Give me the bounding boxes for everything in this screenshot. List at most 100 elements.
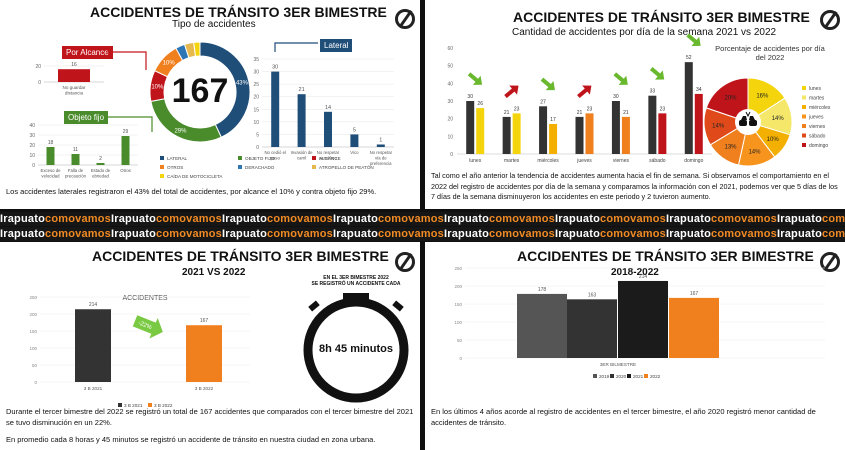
category-label: No respetar [317,150,340,155]
pie-chart-por-dia: 16% 14% 10% 14% 13% 14% 20% [703,77,793,167]
tick-label: 0 [256,145,259,151]
tick-label: 60 [447,46,453,52]
band-text-irapuato: Irapuato [111,228,156,240]
band-text-comovamos: comovamos [822,228,845,240]
legend-swatch [802,133,806,138]
tick-label: 0 [32,163,35,169]
bar [186,325,222,382]
arrow-shape [467,72,483,85]
bar-2022 [512,113,521,154]
category-label: Vico [350,150,359,155]
legend-label: miércoles [809,105,831,111]
panel-note: En los últimos 4 años acorde al registro… [431,407,816,427]
category-label: lunes [469,158,481,164]
bar-2021 [648,95,657,154]
chart-title: ACCIDENTES [122,295,167,302]
data-label: 27 [540,99,546,105]
band-text-comovamos: comovamos [45,228,111,240]
legend-swatch [802,95,806,100]
band-text-comovamos: comovamos [156,228,222,240]
legend-label: DERACHADO [245,165,275,170]
bar-2021 [575,116,584,154]
total-accidentes: 167 [171,72,229,110]
arrow-down-icon [540,77,555,91]
legend-label: ATROPELLO DE PEATÓN [319,164,374,170]
tick-label: 200 [29,312,37,317]
panel-subtitle: Tipo de accidentes [172,19,256,30]
category-label: Falla de [68,168,84,173]
timer-caption-2: SE REGISTRÓ UN ACCIDENTE CADA [311,281,401,287]
panel-subtitle: 2018-2022 [611,267,659,278]
brand-band: IrapuatocomovamosIrapuatocomovamosIrapua… [0,227,845,241]
panel-note: Tal como el año anterior la tendencia de… [431,171,838,201]
data-label: 178 [538,287,547,293]
band-text-comovamos: comovamos [822,213,845,225]
category-label: domingo [684,158,703,164]
bar-2022 [476,108,485,154]
data-label: 2 [99,156,102,162]
data-label: 34 [696,87,702,93]
bar [271,71,280,147]
tick-label: 50 [447,64,453,70]
panel-note-1: Durante el tercer bimestre del 2022 se r… [6,407,414,427]
data-label: 29 [123,129,129,135]
category-label: sábado [649,158,666,164]
legend-label: OBJETO FIJO [245,156,275,161]
legend-label: 2019 [599,374,610,379]
tag-objeto-fijo: Objeto fijo [64,111,109,124]
bar-2022 [621,116,630,154]
legend-swatch [118,403,122,407]
bar [58,69,90,82]
data-label: 26 [477,101,483,107]
bar [71,154,80,165]
legend-label: 3 B 2021 [124,403,143,408]
bar [75,309,111,382]
data-label: 21 [623,110,629,116]
slice-label: 13% [725,144,738,150]
bar-2021 [684,62,693,155]
arrow-down-icon [686,33,701,47]
band-text-irapuato: Irapuato [333,228,378,240]
slice-label: 14% [748,149,761,155]
data-label: 1 [379,137,382,143]
bar [121,136,130,165]
legend-swatch [148,403,152,407]
tick-label: 15 [253,107,259,113]
slice-label: 14% [772,116,785,122]
legend-label: 3 B 2022 [154,403,173,408]
panel-title: ACCIDENTES DE TRÁNSITO 3ER BIMESTRE [513,9,810,25]
category-label: preferencia [370,161,392,166]
band-text-comovamos: comovamos [267,228,333,240]
chart-canvas-p2: 0 10 20 30 40 50 60 30 26 lunes 21 23 martes 27 17 miér… [447,33,831,167]
timer-value: 8h 45 minutos [319,343,393,355]
tick-label: 50 [32,363,38,368]
arrow-down-icon [613,72,628,85]
data-label: 23 [514,106,520,112]
panel-por-dia: ACCIDENTES DE TRÁNSITO 3ER BIMESTRE Cant… [425,0,845,209]
legend-label: viernes [809,124,826,130]
data-label: 30 [272,65,278,71]
panel-note: Los accidentes laterales registraron el … [6,187,377,196]
tick-label: 20 [253,95,259,101]
arrow-shape [132,315,163,339]
bar [96,163,105,165]
bar-2021 [611,101,620,154]
legend-swatch [238,156,242,160]
panel-historico: ACCIDENTES DE TRÁNSITO 3ER BIMESTRE 2018… [425,242,845,450]
legend-swatch [802,143,806,147]
bar [350,134,359,147]
legend-label: CAÍDA DE MOTOCICLETA [167,173,223,179]
donut-tipo-accidentes: 43% 29% 10% 10% [149,41,251,143]
legend-swatch [802,114,806,119]
data-label: 16 [71,62,77,68]
band-text-irapuato: Irapuato [222,228,267,240]
tick-label: 30 [253,70,259,76]
tick-label: 20 [447,117,453,123]
brand-band: IrapuatocomovamosIrapuatocomovamosIrapua… [0,212,845,226]
legend-label: sábado [809,134,826,140]
connector-objeto-fijo [106,116,153,132]
arrow-shape [504,85,519,99]
tick-label: 200 [454,284,462,289]
